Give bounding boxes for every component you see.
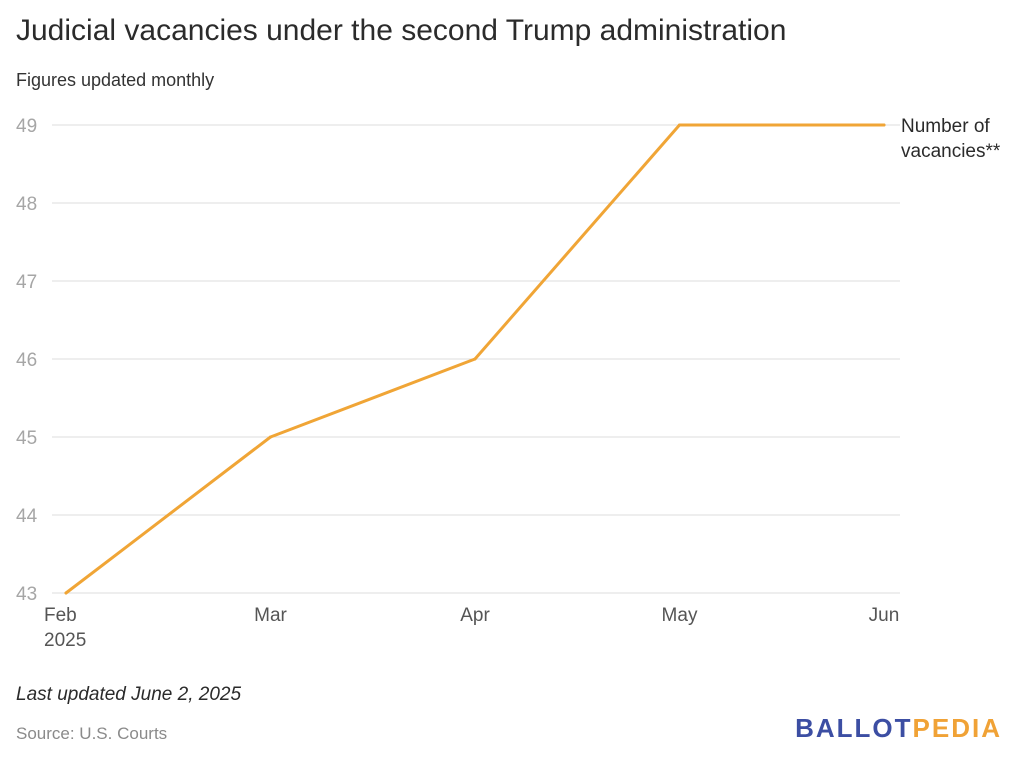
data-point [882, 123, 886, 127]
series-label: vacancies** [901, 141, 1001, 162]
x-tick-label: Mar [254, 605, 287, 626]
y-tick-label: 46 [16, 350, 37, 371]
logo-part-pedia: PEDIA [912, 713, 1002, 743]
source-note: Source: U.S. Courts [16, 724, 168, 743]
data-point [64, 591, 68, 595]
y-tick-label: 44 [16, 506, 38, 527]
data-point [473, 357, 477, 361]
last-updated-note: Last updated June 2, 2025 [16, 684, 242, 705]
y-tick-label: 49 [16, 116, 37, 137]
x-tick-label: Feb [44, 605, 77, 626]
y-tick-label: 43 [16, 584, 37, 605]
x-tick-sublabel: 2025 [44, 630, 86, 651]
x-tick-label: May [662, 605, 698, 626]
line-chart: 43 44 45 46 47 48 49 Feb 2025 Mar Apr May Jun Number … [16, 116, 1001, 651]
x-tick-label: Apr [460, 605, 490, 626]
x-tick-label: Jun [869, 605, 900, 626]
data-point [269, 435, 272, 439]
y-tick-label: 45 [16, 428, 37, 449]
ballotpedia-logo: BALLOTPEDIA [795, 713, 1002, 744]
data-point [678, 123, 681, 127]
chart-subtitle: Figures updated monthly [16, 70, 215, 90]
series-label: Number of [901, 116, 990, 137]
y-tick-label: 48 [16, 194, 37, 215]
y-tick-label: 47 [16, 272, 37, 293]
chart-title: Judicial vacancies under the second Trum… [16, 14, 787, 47]
logo-part-ballot: BALLOT [795, 713, 913, 743]
